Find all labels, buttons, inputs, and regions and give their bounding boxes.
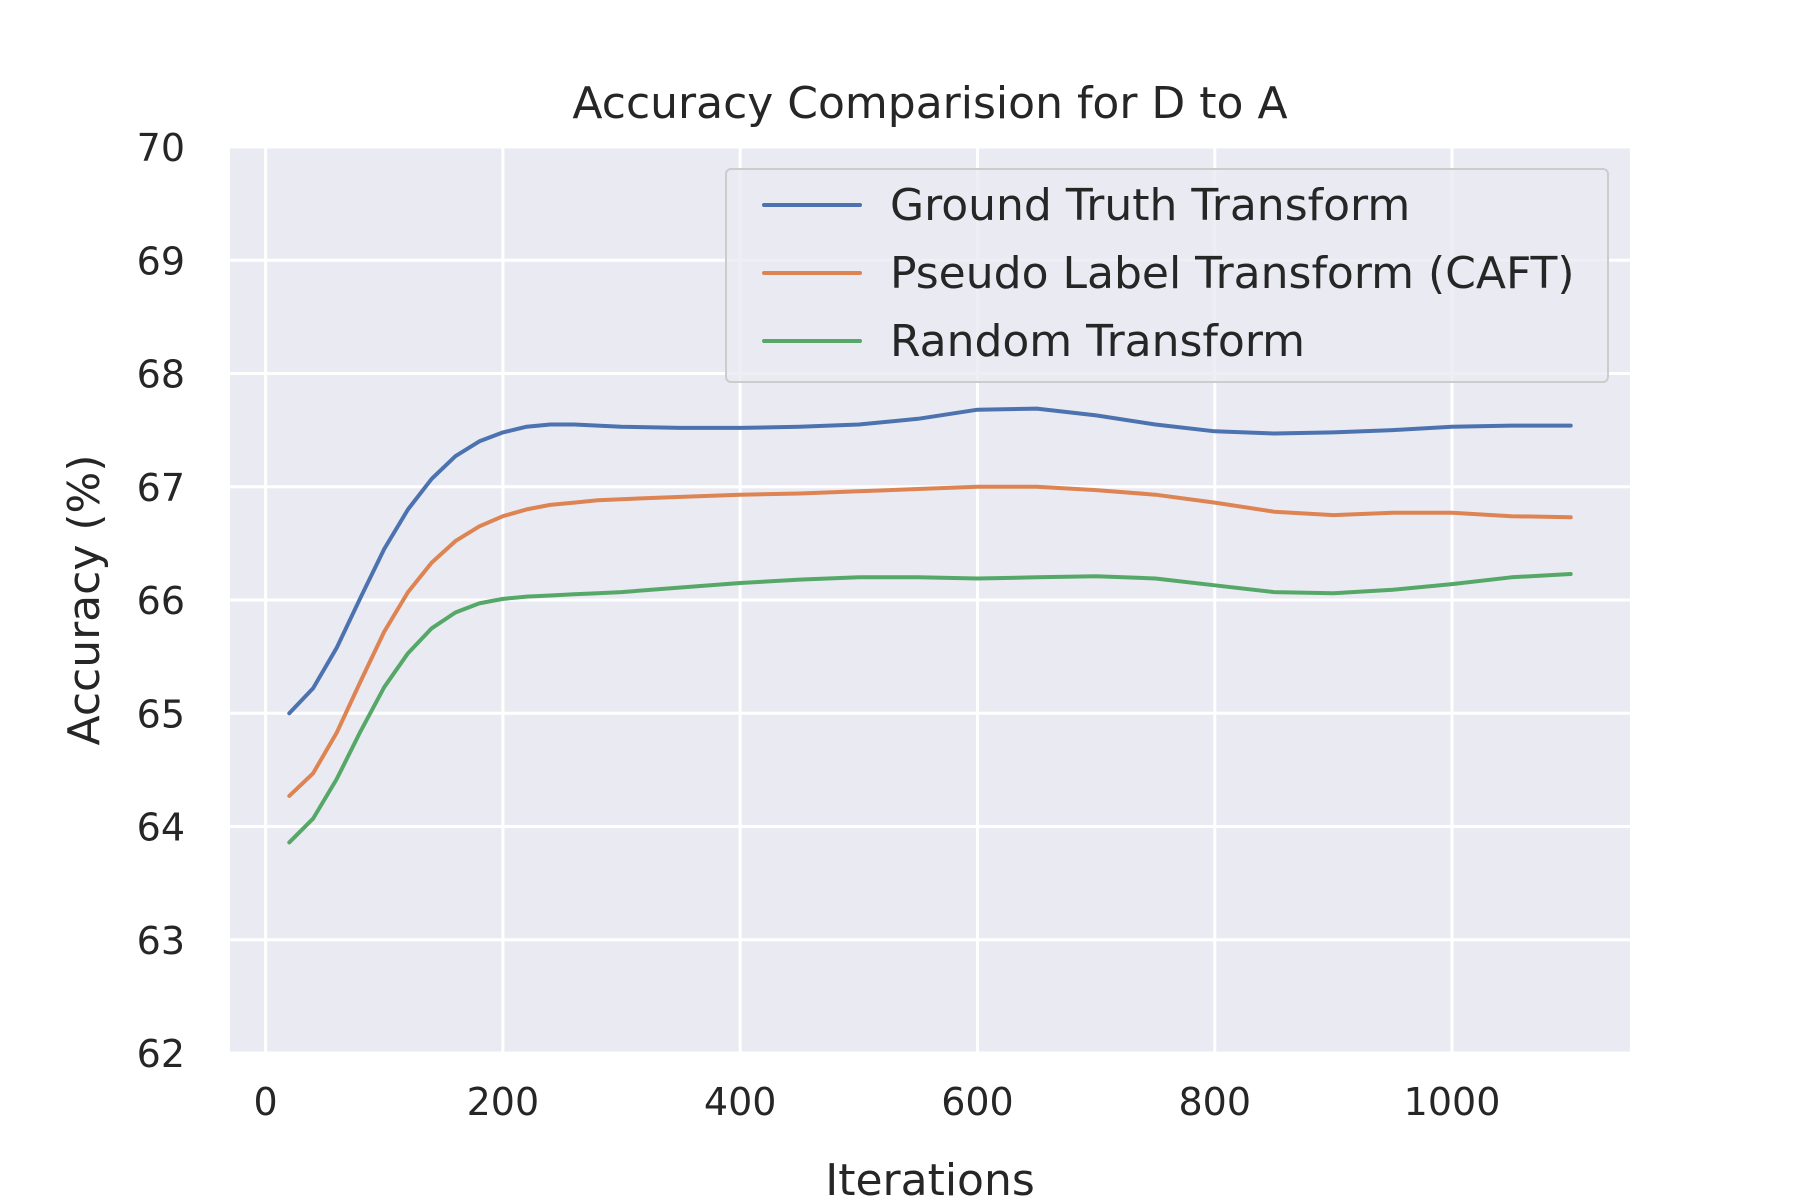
y-tick-label: 69 xyxy=(137,239,185,283)
x-tick-label: 200 xyxy=(467,1080,540,1124)
x-tick-label: 1000 xyxy=(1404,1080,1501,1124)
y-tick-label: 66 xyxy=(137,579,185,623)
chart-title: Accuracy Comparision for D to A xyxy=(572,78,1287,129)
legend-label-ground-truth: Ground Truth Transform xyxy=(890,180,1410,231)
x-axis-title: Iterations xyxy=(825,1155,1035,1200)
y-axis-title: Accuracy (%) xyxy=(59,454,110,745)
legend-label-random: Random Transform xyxy=(890,316,1305,367)
y-tick-label: 70 xyxy=(137,126,185,170)
x-tick-label: 800 xyxy=(1178,1080,1251,1124)
series-lines xyxy=(287,406,1573,845)
x-tick-label: 600 xyxy=(941,1080,1014,1124)
y-tick-label: 67 xyxy=(137,466,185,510)
legend-label-pseudo-label: Pseudo Label Transform (CAFT) xyxy=(890,248,1575,299)
legend: Ground Truth Transform Pseudo Label Tran… xyxy=(725,168,1609,383)
y-tick-label: 63 xyxy=(137,919,185,963)
legend-box xyxy=(725,168,1609,383)
tick-labels: 0 200 400 600 800 1000 62 63 64 65 66 67 68 69 70 xyxy=(137,126,1501,1124)
series-line-1 xyxy=(287,484,1573,798)
y-tick-label: 64 xyxy=(137,806,185,850)
series-line-0 xyxy=(287,406,1573,716)
y-tick-label: 68 xyxy=(137,353,185,397)
series-line-2 xyxy=(287,572,1573,845)
x-tick-label: 400 xyxy=(704,1080,777,1124)
y-tick-label: 62 xyxy=(137,1032,185,1076)
x-tick-label: 0 xyxy=(253,1080,277,1124)
y-tick-label: 65 xyxy=(137,692,185,736)
